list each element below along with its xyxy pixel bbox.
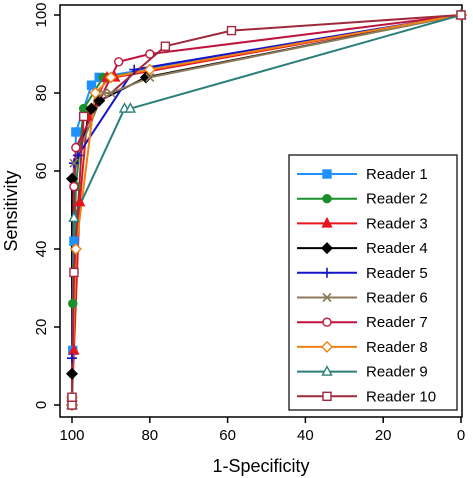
x-tick-label: 80	[141, 427, 158, 444]
x-tick-label: 20	[375, 427, 392, 444]
reader-8-point	[89, 87, 102, 99]
legend-label: Reader 7	[366, 314, 428, 331]
reader-6-point	[106, 88, 116, 98]
x-tick-label: 60	[219, 427, 236, 444]
y-axis-title: Sensitivity	[1, 170, 21, 251]
legend-item: Reader 4	[297, 240, 428, 257]
reader-9-point	[124, 102, 137, 113]
reader-10-point	[67, 392, 77, 402]
axes: 100 80 60 40 20 0 0 20 40 60 80 100	[33, 2, 465, 444]
legend: Reader 1 Reader 2 Reader 3 Reader 4 Reader 5…	[288, 154, 458, 411]
legend-label: Reader 4	[366, 240, 428, 257]
reader-7-point	[71, 142, 81, 153]
y-tick-label: 80	[33, 85, 50, 102]
x-tick-label: 40	[297, 427, 314, 444]
reader-1-point	[86, 80, 97, 90]
legend-marker	[322, 391, 332, 401]
reader-10-point	[226, 25, 237, 36]
x-tick-label: 0	[457, 427, 465, 444]
legend-label: Reader 6	[366, 290, 428, 307]
reader-1-point	[71, 127, 81, 137]
reader-4-point	[66, 367, 78, 380]
reader-10-point	[69, 267, 79, 278]
legend-label: Reader 1	[366, 166, 428, 183]
legend-marker	[321, 242, 333, 255]
y-tick-label: 20	[33, 319, 50, 336]
reader-3-point	[74, 195, 86, 207]
reader-5-point	[129, 64, 140, 75]
legend-item: Reader 10	[297, 388, 436, 405]
reader-10-point	[456, 10, 466, 20]
reader-8-point	[69, 243, 82, 255]
y-tick-label: 100	[33, 2, 50, 27]
legend-label: Reader 5	[366, 265, 428, 282]
reader-7-point	[69, 181, 79, 192]
reader-6-point	[145, 72, 155, 82]
legend-item: Reader 3	[297, 215, 428, 232]
legend-marker	[321, 365, 333, 376]
plot-frame	[59, 4, 463, 418]
legend-marker	[322, 317, 332, 327]
x-tick-label: 100	[59, 427, 84, 444]
legend-box	[288, 154, 458, 411]
reader-7-point	[113, 57, 124, 67]
legend-item: Reader 8	[297, 339, 428, 356]
y-tick-label: 0	[33, 401, 50, 409]
legend-marker	[322, 292, 332, 303]
reader-8-point	[143, 63, 156, 76]
legend-item: Reader 9	[297, 364, 428, 381]
legend-label: Reader 3	[366, 215, 428, 232]
y-tick-label: 60	[33, 163, 50, 180]
legend-item: Reader 1	[297, 166, 428, 183]
reader-6-point	[69, 158, 79, 168]
legend-marker	[322, 169, 332, 179]
legend-marker	[321, 340, 333, 353]
y-tick-label: 40	[33, 241, 50, 258]
legend-label: Reader 9	[366, 364, 428, 381]
reader-6-point	[98, 88, 108, 98]
legend-marker	[322, 267, 332, 278]
legend-label: Reader 10	[366, 388, 436, 405]
reader-7-point	[145, 49, 155, 59]
legend-label: Reader 8	[366, 339, 428, 356]
series-markers	[66, 8, 467, 411]
legend-marker	[321, 216, 333, 228]
legend-item: Reader 6	[297, 290, 428, 307]
reader-10-point	[67, 400, 77, 410]
reader-9-point	[68, 211, 80, 223]
reader-5-point	[67, 353, 77, 364]
reader-2-point	[68, 298, 78, 309]
reader-8-point	[104, 71, 117, 84]
legend-item: Reader 7	[297, 314, 428, 331]
reader-3-point	[68, 343, 80, 355]
reader-10-point	[78, 111, 89, 122]
reader-4-point	[85, 102, 98, 115]
reader-5-point	[72, 150, 83, 161]
legend-item: Reader 2	[297, 191, 428, 208]
reader-4-point	[93, 94, 106, 107]
legend-item: Reader 5	[297, 265, 428, 282]
legend-label: Reader 2	[366, 191, 428, 208]
x-axis-title: 1-Specificity	[212, 456, 309, 476]
legend-marker	[322, 193, 332, 204]
reader-10-point	[160, 41, 171, 51]
